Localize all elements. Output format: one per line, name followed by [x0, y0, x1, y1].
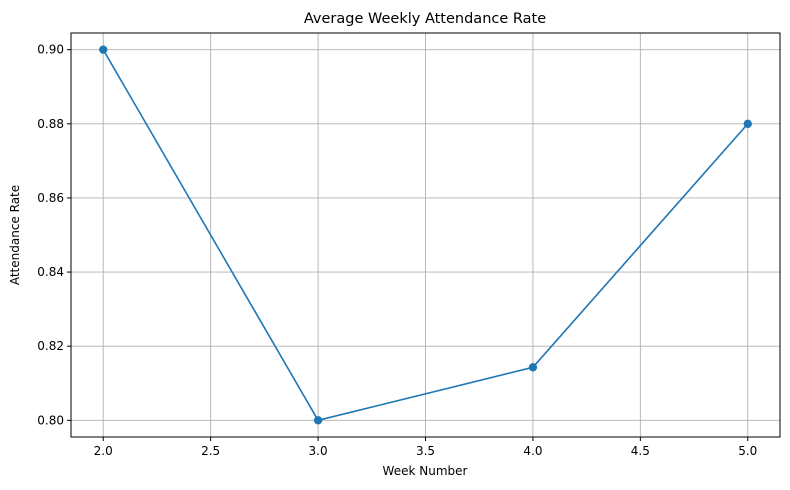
x-tick-label: 5.0 [738, 444, 757, 458]
x-tick-label: 3.0 [309, 444, 328, 458]
y-axis-label: Attendance Rate [8, 185, 22, 285]
x-axis-label: Week Number [383, 464, 468, 478]
x-tick-label: 4.5 [631, 444, 650, 458]
x-tick-label: 4.0 [523, 444, 542, 458]
data-point-marker [313, 416, 323, 425]
y-tick-label: 0.88 [37, 117, 64, 131]
y-tick-label: 0.90 [37, 43, 64, 57]
y-tick-label: 0.82 [37, 339, 64, 353]
data-point-marker [99, 45, 108, 54]
grid-lines [71, 33, 780, 437]
y-tick-label: 0.80 [37, 413, 64, 427]
x-tick-label: 2.5 [201, 444, 220, 458]
series-layer [99, 45, 752, 425]
y-tick-label: 0.84 [37, 265, 64, 279]
data-point-marker [743, 119, 752, 129]
y-tick-label: 0.86 [37, 191, 64, 205]
x-tick-label: 3.5 [416, 444, 435, 458]
data-point-marker [528, 363, 538, 372]
x-axis-ticks: 2.0 2.5 3.0 3.5 4.0 4.5 5.0 [94, 437, 757, 458]
y-axis-ticks: 0.80 0.82 0.84 0.86 0.88 0.90 [37, 43, 71, 427]
chart-title: Average Weekly Attendance Rate [304, 11, 546, 27]
x-tick-label: 2.0 [94, 444, 113, 458]
series-line [102, 49, 749, 422]
